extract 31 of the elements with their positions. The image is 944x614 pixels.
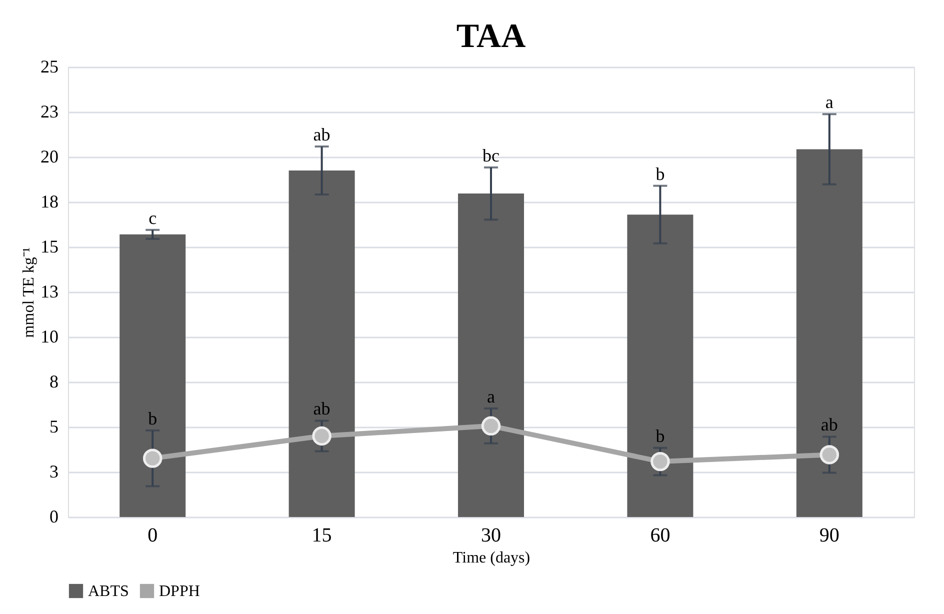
annotation: a: [487, 386, 495, 406]
y-tick-label: 20: [40, 146, 58, 166]
chart-title: TAA: [456, 18, 526, 55]
legend-label: DPPH: [159, 583, 200, 600]
y-tick-label: 25: [40, 56, 58, 76]
x-tick-label: 0: [148, 524, 158, 546]
y-tick-label: 10: [40, 326, 58, 346]
annotation: b: [656, 426, 665, 446]
x-tick-label: 30: [481, 524, 501, 546]
annotation: b: [148, 408, 158, 428]
annotation: a: [825, 92, 834, 112]
annotation: bc: [482, 145, 500, 166]
y-axis-title: mmol TE kg⁻¹: [20, 247, 38, 338]
y-tick-label: 23: [40, 102, 58, 122]
x-tick-label: 60: [650, 524, 670, 546]
annotation: c: [148, 208, 157, 228]
x-tick-label: 90: [819, 524, 840, 546]
y-tick-label: 13: [40, 282, 58, 302]
y-tick-label: 15: [40, 236, 58, 256]
y-tick-label: 0: [50, 506, 58, 526]
annotation: ab: [313, 124, 330, 145]
y-tick-label: 3: [50, 462, 58, 482]
y-tick-label: 18: [40, 192, 58, 212]
x-axis-title: Time (days): [452, 550, 530, 566]
x-tick-label: 15: [312, 524, 332, 546]
y-tick-label: 8: [50, 372, 58, 392]
y-tick-label: 5: [50, 416, 58, 436]
legend-label: ABTS: [88, 583, 129, 600]
annotation: b: [656, 164, 665, 184]
annotation: ab: [820, 414, 838, 435]
annotation: ab: [313, 398, 330, 419]
